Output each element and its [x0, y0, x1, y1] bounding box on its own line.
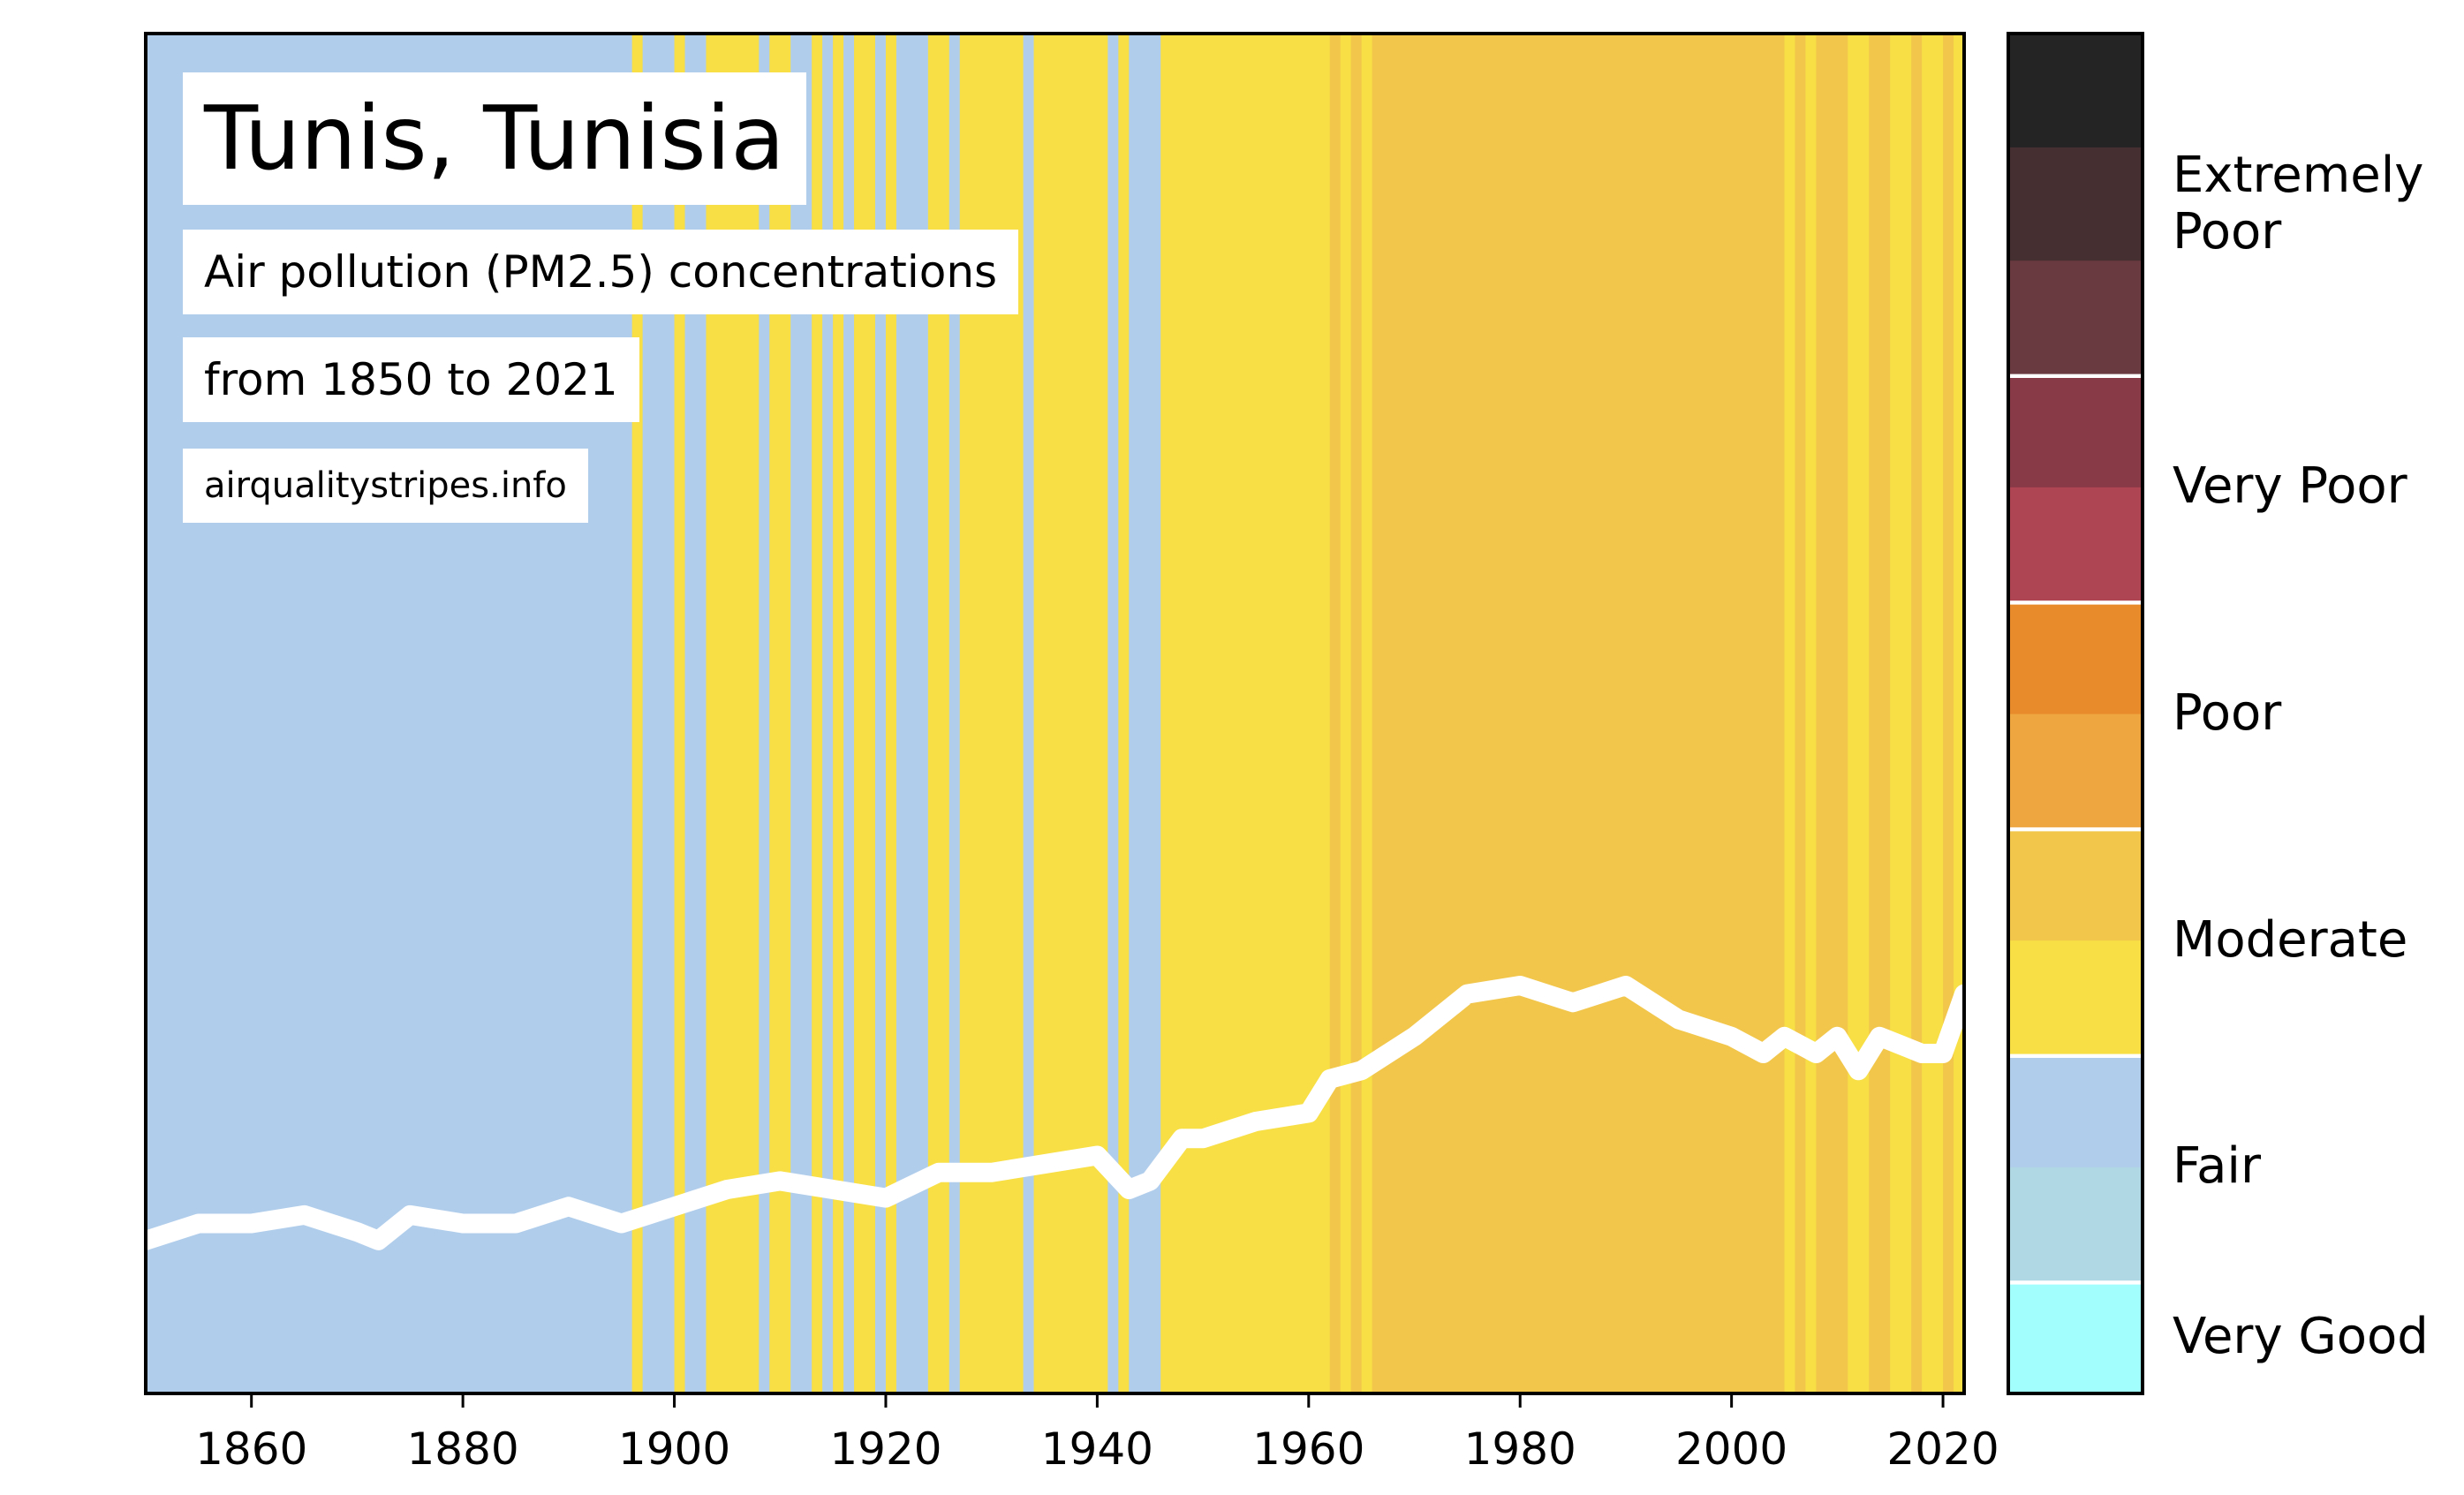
- stripe-1919: [874, 34, 887, 1393]
- x-tick-label-2000: 2000: [1675, 1423, 1788, 1475]
- scale-segment: [2008, 147, 2143, 261]
- stripe-2005: [1784, 34, 1796, 1393]
- stripe-2015: [1890, 34, 1912, 1393]
- stripe-1913: [812, 34, 823, 1393]
- scale-label-moderate: Moderate: [2173, 910, 2408, 969]
- x-tick-label-1960: 1960: [1252, 1423, 1365, 1475]
- stripe-1900: [674, 34, 686, 1393]
- stripe-1964: [1350, 34, 1363, 1393]
- stripe-1908: [759, 34, 770, 1393]
- scale-segment: [2008, 940, 2143, 1054]
- stripe-2008: [1816, 34, 1848, 1393]
- stripe-1962: [1329, 34, 1342, 1393]
- scale-segment: [2008, 260, 2143, 374]
- stripe-1965: [1361, 34, 1373, 1393]
- date-range: from 1850 to 2021: [183, 337, 639, 422]
- stripe-1920: [885, 34, 897, 1393]
- stripe-1933: [1023, 34, 1035, 1393]
- x-tick-label-1920: 1920: [829, 1423, 942, 1475]
- scale-segments: [2008, 34, 2143, 1394]
- scale-segment: [2008, 827, 2143, 941]
- stripe-2011: [1848, 34, 1870, 1393]
- x-tick-label-1980: 1980: [1463, 1423, 1576, 1475]
- scale-segment: [2008, 714, 2143, 827]
- stripe-2018: [1922, 34, 1944, 1393]
- plot-frame: [144, 32, 1966, 1395]
- x-tick-marks: [250, 1393, 1945, 1408]
- x-tick-label-1880: 1880: [406, 1423, 519, 1475]
- scale-segment: [2008, 34, 2143, 147]
- pm25-trend-line: [136, 976, 1974, 1250]
- stripe-1914: [822, 34, 834, 1393]
- scale-label-extremely-poor: Extremely Poor: [2173, 146, 2424, 260]
- stripe-2013: [1869, 34, 1891, 1393]
- stripe-1926: [949, 34, 961, 1393]
- chart-subtitle: Air pollution (PM2.5) concentrations: [183, 230, 1019, 314]
- stripe-1963: [1340, 34, 1352, 1393]
- x-tick-label-1940: 1940: [1040, 1423, 1153, 1475]
- scale-segment: [2008, 374, 2143, 487]
- stripe-1941: [1107, 34, 1119, 1393]
- stripe-1942: [1118, 34, 1130, 1393]
- scale-label-very-good: Very Good: [2173, 1307, 2429, 1365]
- scale-label-very-poor: Very Poor: [2173, 457, 2407, 516]
- scale-segment: [2008, 487, 2143, 601]
- chart-title: Tunis, Tunisia: [183, 72, 806, 205]
- stripe-1946: [1160, 34, 1331, 1393]
- stripe-2021: [1954, 34, 1965, 1393]
- scale-segment: [2008, 600, 2143, 714]
- scale-segment: [2008, 1280, 2143, 1394]
- x-tick-label-2020: 2020: [1886, 1423, 1999, 1475]
- source-label: airqualitystripes.info: [183, 449, 588, 523]
- x-tick-label-1860: 1860: [195, 1423, 308, 1475]
- stripe-1966: [1372, 34, 1786, 1393]
- stripe-1915: [833, 34, 844, 1393]
- scale-segment: [2008, 1167, 2143, 1281]
- scale-label-fair: Fair: [2173, 1137, 2261, 1196]
- scale-label-poor: Poor: [2173, 684, 2282, 742]
- stripe-1916: [843, 34, 855, 1393]
- scale-segment: [2008, 1053, 2143, 1167]
- scale-frame: [2007, 32, 2144, 1395]
- x-tick-label-1900: 1900: [617, 1423, 731, 1475]
